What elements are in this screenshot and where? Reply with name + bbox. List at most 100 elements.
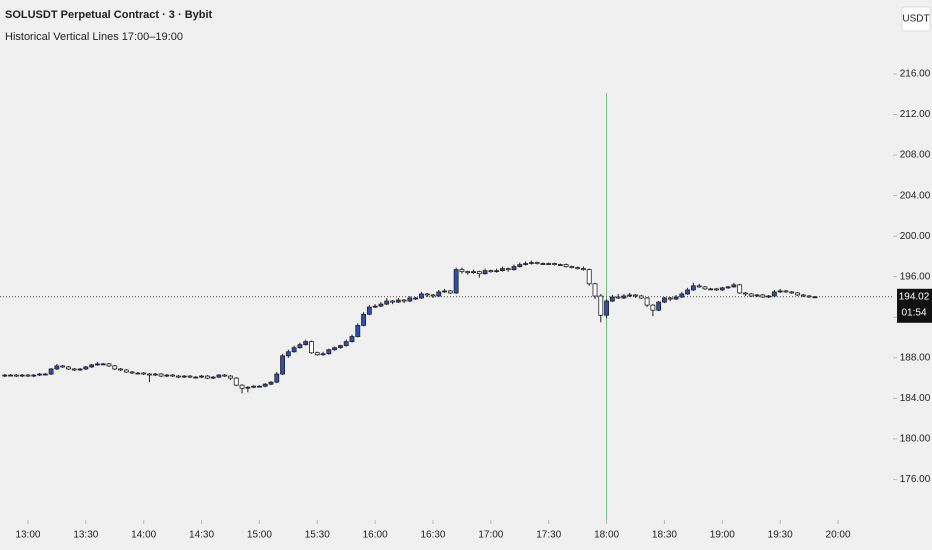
candle-body — [239, 384, 245, 389]
y-tick-label: 196.00 — [900, 271, 931, 282]
candle-body — [731, 284, 737, 288]
candle-body — [621, 295, 627, 299]
candle-body — [442, 290, 447, 293]
candle-body — [48, 368, 54, 375]
chart-title: SOLUSDT Perpetual Contract · 3 · Bybit — [5, 9, 213, 21]
candle-body — [94, 363, 100, 366]
candle-body — [366, 306, 372, 315]
candle-body — [222, 374, 228, 377]
candle-body — [534, 262, 540, 264]
candle-body — [760, 294, 766, 298]
candle-body — [685, 289, 691, 295]
candle-body — [419, 293, 424, 299]
candle-body — [586, 269, 592, 285]
x-tick-label: 18:30 — [652, 530, 677, 541]
candle-body — [812, 296, 818, 299]
candle-body — [118, 368, 123, 371]
x-tick-label: 16:30 — [420, 530, 445, 541]
candle-body — [482, 270, 488, 275]
candle-body — [343, 341, 349, 347]
candle-body — [147, 373, 152, 376]
x-tick-label: 19:00 — [710, 530, 735, 541]
candle-body — [378, 303, 384, 307]
candle-body — [100, 363, 106, 366]
candle-body — [303, 341, 309, 346]
candle-body — [274, 373, 280, 383]
candle-body — [210, 376, 216, 379]
candle-body — [60, 365, 66, 368]
candle-body — [581, 268, 586, 271]
x-tick-label: 15:30 — [305, 530, 330, 541]
x-tick-label: 14:30 — [189, 530, 214, 541]
candle-body — [719, 287, 725, 291]
candle-body — [679, 293, 685, 298]
candle-body — [164, 374, 170, 377]
candle-body — [175, 375, 181, 378]
candle-body — [83, 366, 89, 370]
candle-body — [662, 297, 667, 303]
candle-body — [129, 371, 135, 374]
y-tick-label: 216.00 — [900, 69, 931, 80]
candle-body — [337, 345, 343, 349]
candle-body — [112, 365, 118, 370]
candle-body — [748, 293, 754, 297]
candle-body — [517, 264, 523, 267]
candle-body — [262, 383, 268, 387]
candle-body — [187, 375, 193, 378]
candle-body — [106, 363, 112, 367]
candle-body — [233, 377, 239, 386]
candle-body — [557, 264, 563, 266]
candle-body — [355, 324, 361, 337]
candle-body — [488, 270, 494, 273]
candle-body — [42, 373, 48, 376]
candle-body — [228, 375, 233, 379]
candle-body — [332, 347, 338, 351]
candle-body — [604, 300, 610, 316]
candle-body — [667, 297, 673, 300]
y-tick-label: 204.00 — [900, 190, 931, 201]
candle-body — [152, 373, 158, 376]
candle-body — [511, 266, 517, 271]
candle-body — [725, 286, 731, 289]
candle-body — [696, 285, 702, 288]
x-tick-label: 19:30 — [768, 530, 793, 541]
candle-body — [204, 375, 210, 379]
candle-body — [569, 266, 575, 269]
candle-body — [291, 347, 297, 353]
candle-body — [170, 374, 176, 377]
candle-body — [430, 294, 436, 297]
candle-body — [505, 268, 511, 271]
x-tick-label: 16:00 — [363, 530, 388, 541]
candle-body — [193, 376, 199, 379]
candle-body — [309, 341, 314, 354]
candle-body — [297, 344, 303, 349]
candle-body — [702, 286, 708, 290]
candle-body — [540, 263, 546, 265]
candle-body — [199, 375, 204, 378]
candle-body — [598, 295, 604, 316]
candle-body — [158, 373, 164, 377]
candle-body — [743, 292, 748, 295]
candle-body — [37, 373, 42, 376]
candle-body — [453, 269, 459, 294]
candle-body — [459, 269, 465, 273]
candle-body — [528, 262, 534, 264]
candle-body — [280, 355, 285, 375]
candle-body — [123, 369, 129, 373]
candle-body — [216, 374, 222, 378]
candle-body — [771, 291, 777, 297]
candle-body — [135, 372, 141, 375]
y-tick-label: 176.00 — [900, 474, 931, 485]
y-tick-label: 180.00 — [900, 434, 931, 445]
candle-body — [500, 268, 505, 272]
candle-body — [66, 366, 71, 370]
candle-body — [447, 290, 453, 294]
candle-body — [546, 263, 552, 265]
candle-body — [800, 294, 806, 297]
y-tick-label: 208.00 — [900, 150, 931, 161]
currency-label[interactable]: USDT — [902, 14, 929, 25]
candle-body — [777, 290, 783, 293]
currency-box[interactable] — [901, 6, 931, 32]
candle-body — [13, 374, 19, 377]
